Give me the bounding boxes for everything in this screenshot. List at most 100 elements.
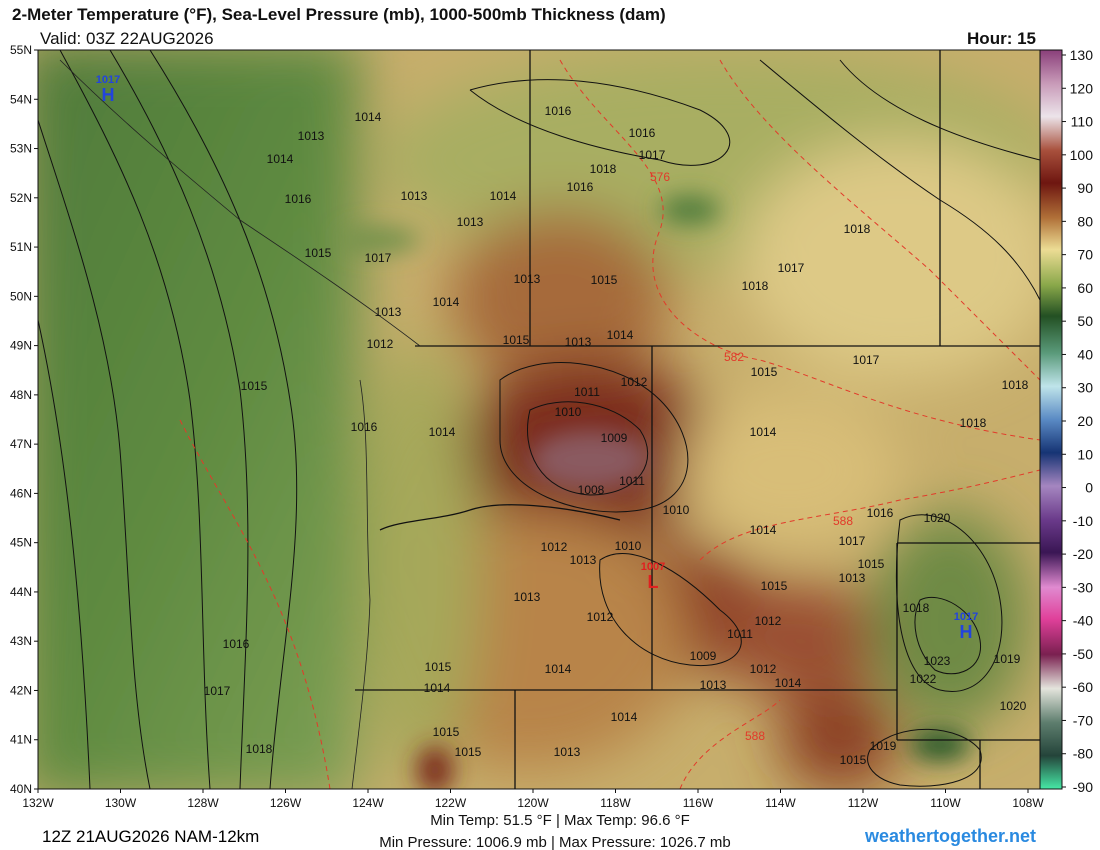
isobar-label: 1015 bbox=[761, 579, 788, 593]
isobar-label: 1014 bbox=[607, 328, 634, 342]
lon-label: 128W bbox=[187, 796, 219, 810]
isobar-label: 1013 bbox=[375, 305, 402, 319]
isobar-label: 1013 bbox=[298, 129, 325, 143]
isobar-label: 1009 bbox=[601, 431, 628, 445]
colorbar-label: 80 bbox=[1077, 213, 1093, 229]
isobar-label: 1020 bbox=[1000, 699, 1027, 713]
isobar-label: 1010 bbox=[555, 405, 582, 419]
site-credit: weathertogether.net bbox=[864, 826, 1036, 846]
isobar-label: 1011 bbox=[727, 627, 753, 641]
isobar-label: 1014 bbox=[775, 676, 802, 690]
isobar-label: 1013 bbox=[514, 272, 541, 286]
model-run: 12Z 21AUG2026 NAM-12km bbox=[42, 827, 259, 846]
isobar-label: 1011 bbox=[619, 474, 645, 488]
isobar-label: 1017 bbox=[853, 353, 880, 367]
lon-label: 110W bbox=[930, 796, 961, 810]
thickness-label: 576 bbox=[650, 170, 670, 184]
colorbar-label: -20 bbox=[1073, 546, 1093, 562]
colorbar-label: 100 bbox=[1070, 147, 1094, 163]
temp-stats: Min Temp: 51.5 °F | Max Temp: 96.6 °F bbox=[430, 812, 690, 829]
isobar-label: 1013 bbox=[839, 571, 866, 585]
isobar-label: 1014 bbox=[424, 681, 451, 695]
pressure-center-value: 1017 bbox=[954, 611, 978, 623]
isobar-label: 1018 bbox=[246, 742, 273, 756]
isobar-label: 1014 bbox=[611, 710, 638, 724]
isobar-label: 1017 bbox=[204, 684, 231, 698]
lat-label: 53N bbox=[10, 142, 32, 156]
lon-label: 126W bbox=[270, 796, 302, 810]
thickness-label: 588 bbox=[833, 514, 853, 528]
thickness-lines bbox=[179, 59, 1040, 789]
lon-label: 120W bbox=[517, 796, 549, 810]
isobar-label: 1016 bbox=[629, 126, 656, 140]
isobar-label: 1018 bbox=[844, 222, 871, 236]
isobar-label: 1013 bbox=[554, 745, 581, 759]
borders bbox=[59, 50, 1040, 789]
isobar-label: 1014 bbox=[355, 110, 382, 124]
forecast-hour: Hour: 15 bbox=[967, 29, 1036, 48]
pressure-center-value: 1007 bbox=[641, 561, 665, 573]
isobar-label: 1013 bbox=[401, 189, 428, 203]
isobar-label: 1018 bbox=[903, 601, 930, 615]
isobar-label: 1013 bbox=[514, 590, 541, 604]
colorbar-label: 70 bbox=[1077, 247, 1093, 263]
lat-label: 42N bbox=[10, 683, 32, 697]
isobar-label: 1014 bbox=[545, 662, 572, 676]
isobar-label: 1016 bbox=[567, 180, 594, 194]
isobar-label: 1014 bbox=[490, 189, 517, 203]
isobar-label: 1015 bbox=[241, 379, 268, 393]
lat-label: 52N bbox=[10, 191, 32, 205]
isobar-label: 1015 bbox=[455, 745, 482, 759]
lon-label: 124W bbox=[352, 796, 384, 810]
isobar-label: 1014 bbox=[750, 425, 777, 439]
colorbar-label: 110 bbox=[1071, 114, 1094, 130]
lat-label: 45N bbox=[10, 536, 32, 550]
colorbar-label: 130 bbox=[1070, 47, 1094, 63]
thickness-label: 588 bbox=[745, 729, 765, 743]
isobar-label: 1016 bbox=[223, 637, 250, 651]
lat-label: 46N bbox=[10, 486, 32, 500]
colorbar bbox=[1039, 49, 1063, 790]
colorbar-label: 20 bbox=[1077, 413, 1093, 429]
isobars bbox=[38, 50, 1040, 789]
thickness-label: 582 bbox=[724, 350, 744, 364]
isobar-label: 1015 bbox=[503, 333, 530, 347]
isobar-label: 1019 bbox=[870, 739, 897, 753]
lat-label: 51N bbox=[10, 240, 32, 254]
isobar-label: 1012 bbox=[621, 375, 648, 389]
lat-label: 48N bbox=[10, 388, 32, 402]
colorbar-label: -80 bbox=[1073, 746, 1093, 762]
isobar-label: 1008 bbox=[578, 483, 605, 497]
colorbar-label: 0 bbox=[1085, 480, 1093, 496]
isobar-label: 1018 bbox=[590, 162, 617, 176]
pressure-stats: Min Pressure: 1006.9 mb | Max Pressure: … bbox=[379, 834, 731, 850]
isobar-label: 1015 bbox=[840, 753, 867, 767]
isobar-label: 1016 bbox=[545, 104, 572, 118]
isobar-label: 1018 bbox=[960, 416, 987, 430]
lat-label: 50N bbox=[10, 289, 32, 303]
isobar-label: 1018 bbox=[742, 279, 769, 293]
map-field bbox=[38, 50, 1040, 789]
isobar-label: 1016 bbox=[867, 506, 894, 520]
isobar-label: 1012 bbox=[587, 610, 614, 624]
lon-label: 122W bbox=[435, 796, 467, 810]
colorbar-label: 10 bbox=[1077, 446, 1093, 462]
isobar-label: 1014 bbox=[433, 295, 460, 309]
lat-label: 54N bbox=[10, 92, 32, 106]
lat-label: 55N bbox=[10, 43, 32, 57]
colorbar-label: -50 bbox=[1073, 646, 1093, 662]
lat-label: 40N bbox=[10, 782, 32, 796]
colorbar-label: 40 bbox=[1077, 346, 1093, 362]
isobar-label: 1017 bbox=[639, 148, 666, 162]
valid-time: Valid: 03Z 22AUG2026 bbox=[40, 29, 214, 48]
isobar-label: 1013 bbox=[457, 215, 484, 229]
colorbar-label: 120 bbox=[1070, 80, 1094, 96]
lat-label: 43N bbox=[10, 634, 32, 648]
lon-label: 130W bbox=[105, 796, 137, 810]
pressure-center-letter: H bbox=[960, 622, 973, 642]
isobar-label: 1015 bbox=[425, 660, 452, 674]
isobar-label: 1010 bbox=[663, 503, 690, 517]
isobar-label: 1013 bbox=[700, 678, 727, 692]
isobar-label: 1013 bbox=[570, 553, 597, 567]
